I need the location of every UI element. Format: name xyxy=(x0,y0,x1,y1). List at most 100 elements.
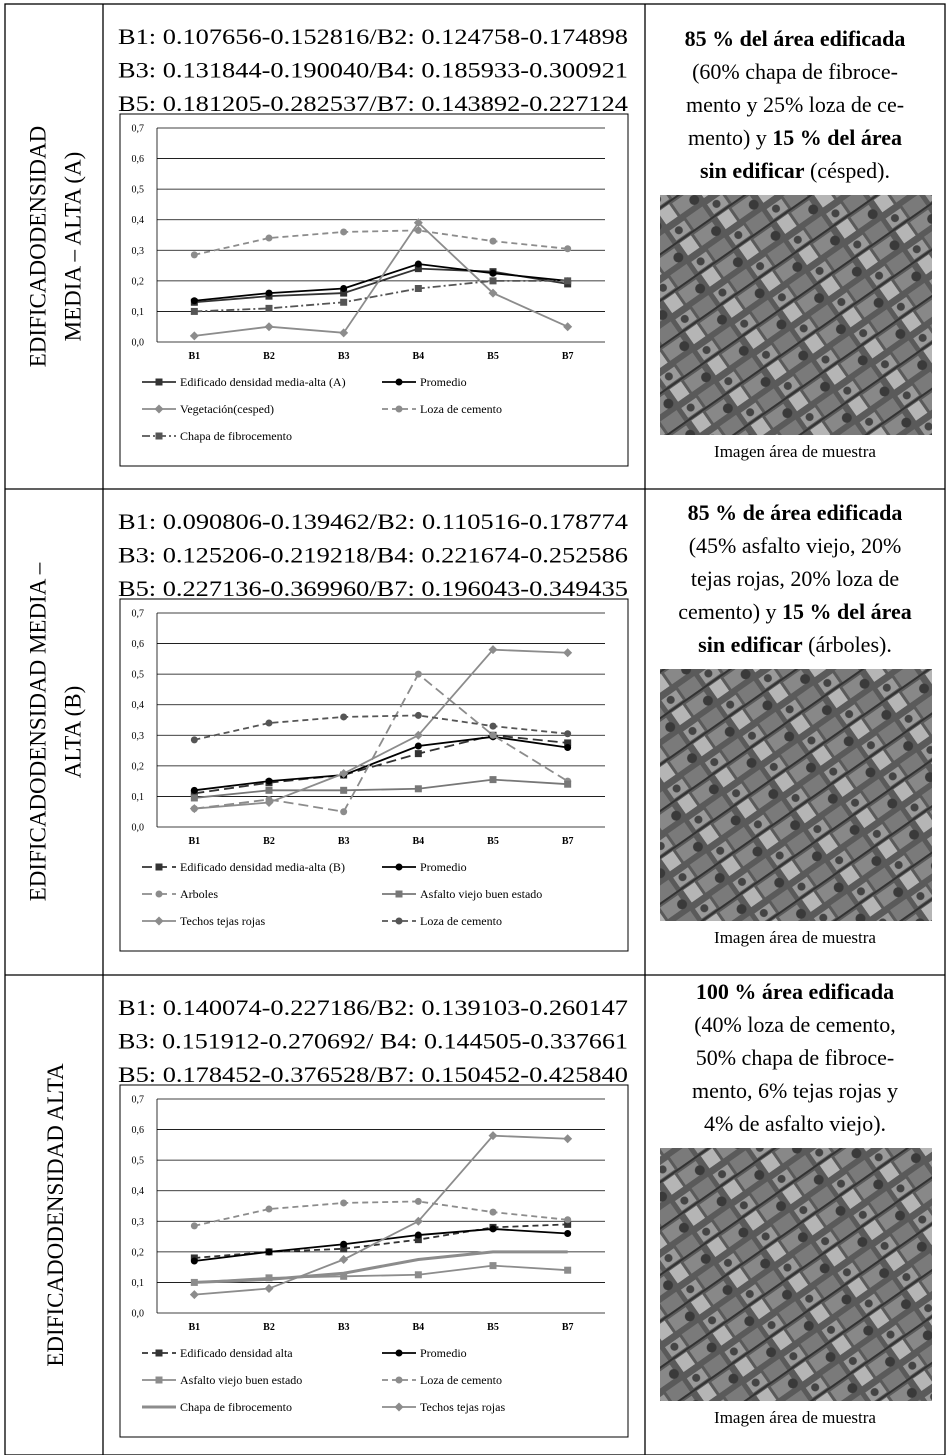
x-tick-label: B5 xyxy=(487,1322,499,1333)
y-tick-label: 0,2 xyxy=(132,1247,145,1258)
x-tick-label: B5 xyxy=(487,836,499,847)
row-label: EDIFICADODENSIDAD MEDIA – xyxy=(26,562,51,901)
marker xyxy=(396,891,403,898)
x-tick-label: B3 xyxy=(338,1322,350,1333)
legend-label: Loza de cemento xyxy=(420,1373,502,1387)
legend-label: Loza de cemento xyxy=(420,402,502,416)
description-text: mento) y xyxy=(688,125,772,150)
y-tick-label: 0,6 xyxy=(132,639,145,650)
marker xyxy=(266,787,273,794)
marker xyxy=(191,794,198,801)
x-tick-label: B4 xyxy=(412,1322,424,1333)
description-text: (60% chapa de fibroce- xyxy=(692,59,898,84)
y-tick-label: 0,0 xyxy=(132,338,145,349)
x-tick-label: B4 xyxy=(412,351,424,362)
marker xyxy=(415,261,422,268)
marker xyxy=(340,299,347,306)
marker xyxy=(564,1230,571,1237)
band-ranges: B1: 0.090806-0.139462/B2: 0.110516-0.178… xyxy=(118,509,628,534)
marker xyxy=(265,1284,274,1293)
description-text: 15 % del área xyxy=(782,599,912,624)
row-label: EDIFICADODENSIDAD ALTA xyxy=(43,1063,68,1367)
marker xyxy=(396,1350,403,1357)
y-tick-label: 0,4 xyxy=(132,700,145,711)
description-text: 4% de asfalto viejo). xyxy=(704,1111,886,1136)
marker xyxy=(266,235,273,242)
x-tick-label: B1 xyxy=(188,1322,200,1333)
marker xyxy=(490,277,497,284)
marker xyxy=(190,804,199,813)
x-tick-label: B2 xyxy=(263,836,275,847)
marker xyxy=(415,671,422,678)
x-tick-label: B2 xyxy=(263,1322,275,1333)
marker xyxy=(190,331,199,340)
description-line: sin edificar (césped). xyxy=(700,158,890,183)
legend-label: Vegetación(cesped) xyxy=(180,402,274,416)
marker xyxy=(395,1403,404,1412)
marker xyxy=(396,1377,403,1384)
document: EDIFICADODENSIDADMEDIA – ALTA (A)B1: 0.1… xyxy=(0,0,947,1455)
x-tick-label: B1 xyxy=(188,836,200,847)
marker xyxy=(490,270,497,277)
image-caption: Imagen área de muestra xyxy=(714,1408,876,1427)
marker xyxy=(415,1232,422,1239)
row-label: EDIFICADODENSIDAD xyxy=(26,126,51,368)
y-tick-label: 0,3 xyxy=(132,1217,145,1228)
marker xyxy=(563,648,572,657)
y-tick-label: 0,6 xyxy=(132,1125,145,1136)
marker xyxy=(155,405,164,414)
series-line xyxy=(194,715,567,739)
marker xyxy=(415,1198,422,1205)
image-caption: Imagen área de muestra xyxy=(714,928,876,947)
description-text: 85 % de área edificada xyxy=(688,500,903,525)
marker xyxy=(155,917,164,926)
marker xyxy=(266,1206,273,1213)
marker xyxy=(156,1377,163,1384)
legend-label: Chapa de fibrocemento xyxy=(180,429,292,443)
description-text: sin edificar xyxy=(700,158,805,183)
marker xyxy=(564,1267,571,1274)
sample-image xyxy=(660,669,932,921)
legend-label: Promedio xyxy=(420,860,467,874)
y-tick-label: 0,3 xyxy=(132,246,145,257)
legend-label: Edificado densidad media-alta (A) xyxy=(180,375,346,389)
description-text: mento y 25% loza de ce- xyxy=(686,92,904,117)
y-tick-label: 0,2 xyxy=(132,276,145,287)
band-ranges: B3: 0.125206-0.219218/B4: 0.221674-0.252… xyxy=(118,543,628,568)
marker xyxy=(340,1199,347,1206)
marker xyxy=(415,712,422,719)
x-tick-label: B7 xyxy=(562,1322,574,1333)
description-line: 100 % área edificada xyxy=(696,979,894,1004)
y-tick-label: 0,7 xyxy=(132,1095,145,1106)
marker xyxy=(490,732,497,739)
y-tick-label: 0,5 xyxy=(132,670,145,681)
x-tick-label: B7 xyxy=(562,836,574,847)
marker xyxy=(490,238,497,245)
marker xyxy=(191,297,198,304)
marker xyxy=(339,1255,348,1264)
description-line: (45% asfalto viejo, 20% xyxy=(689,533,902,558)
description-text: (45% asfalto viejo, 20% xyxy=(689,533,902,558)
marker xyxy=(564,245,571,252)
y-tick-label: 0,6 xyxy=(132,154,145,165)
legend-label: Asfalto viejo buen estado xyxy=(180,1373,302,1387)
series-line xyxy=(194,780,567,798)
series-line xyxy=(194,230,567,254)
y-tick-label: 0,7 xyxy=(132,124,145,135)
marker xyxy=(156,1350,163,1357)
description-line: sin edificar (árboles). xyxy=(698,632,892,657)
marker xyxy=(266,778,273,785)
marker xyxy=(340,285,347,292)
marker xyxy=(340,713,347,720)
x-tick-label: B3 xyxy=(338,836,350,847)
y-tick-label: 0,0 xyxy=(132,1309,145,1320)
marker xyxy=(490,1262,497,1269)
marker xyxy=(266,290,273,297)
description-text: 50% chapa de fibroce- xyxy=(696,1045,895,1070)
marker xyxy=(156,891,163,898)
x-tick-label: B4 xyxy=(412,836,424,847)
band-ranges: B5: 0.227136-0.369960/B7: 0.196043-0.349… xyxy=(118,576,628,601)
marker xyxy=(396,379,403,386)
marker xyxy=(564,1216,571,1223)
marker xyxy=(563,322,572,331)
